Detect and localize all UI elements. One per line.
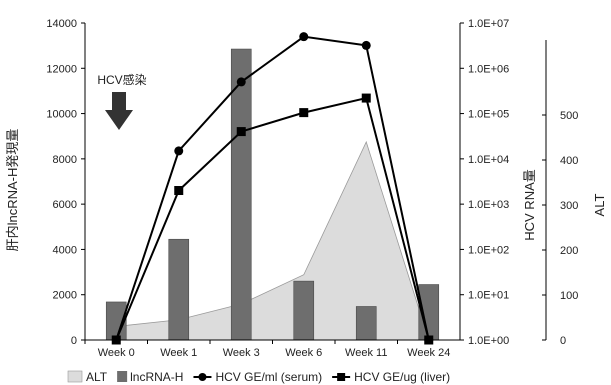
alt-tick-label-1: 100 (560, 290, 578, 302)
axes-layer (81, 22, 547, 344)
line-series-0 (115, 35, 430, 341)
x-tick-label-4: Week 11 (345, 347, 387, 359)
alt-axis-title: ALT (592, 194, 607, 217)
legend-label-line-0: HCV GE/ml (serum) (215, 370, 322, 384)
liver-point-2 (236, 127, 246, 137)
lncrna-bar-1 (168, 238, 190, 341)
left-tick-label-4: 8000 (53, 154, 77, 166)
left-tick-label-6: 12000 (46, 63, 77, 75)
legend-label-lncrna: lncRNA-H (130, 370, 183, 384)
bar-layer (105, 48, 440, 341)
alt-area-layer (115, 140, 430, 341)
legend-label-line-1: HCV GE/ug (liver) (354, 370, 450, 384)
left-tick-label-5: 10000 (46, 109, 77, 121)
rna-tick-label-5: 1.0E+05 (468, 109, 509, 121)
alt-area (115, 140, 430, 341)
rna-tick-label-0: 1.0E+00 (468, 335, 509, 347)
left-tick-label-0: 0 (71, 335, 77, 347)
legend-marker-serum (198, 373, 207, 381)
alt-tick-label-5: 500 (560, 110, 578, 122)
x-tick-label-1: Week 1 (160, 347, 197, 359)
x-tick-label-2: Week 3 (223, 347, 260, 359)
rna-axis-title: HCV RNA量 (522, 169, 537, 241)
rna-tick-label-1: 1.0E+01 (468, 290, 509, 302)
x-tick-label-0: Week 0 (98, 347, 135, 359)
legend-swatch-alt (67, 370, 83, 383)
liver-point-4 (361, 93, 371, 103)
alt-tick-label-2: 200 (560, 245, 578, 257)
liver-point-0 (111, 335, 121, 345)
legend-label-alt: ALT (86, 370, 108, 384)
legend: ALT lncRNA-H HCV GE/ml (serum) HCV GE/ug (l… (67, 370, 450, 384)
hcv-infection-annotation: HCV感染 (97, 72, 147, 130)
liver-point-1 (174, 186, 184, 196)
rna-tick-label-7: 1.0E+07 (468, 18, 509, 30)
line-series-1 (115, 96, 430, 341)
left-axis-title: 肝内lncRNA-H発現量 (5, 129, 20, 252)
left-tick-label-3: 6000 (53, 199, 77, 211)
legend-swatch-lncrna (117, 371, 128, 382)
lncrna-bar-2 (230, 48, 252, 341)
rna-tick-label-4: 1.0E+04 (468, 154, 509, 166)
left-tick-label-7: 14000 (46, 18, 77, 30)
alt-tick-label-3: 300 (560, 200, 578, 212)
rna-tick-label-2: 1.0E+02 (468, 244, 509, 256)
lncrna-bar-4 (355, 306, 377, 341)
liver-point-5 (424, 335, 434, 345)
liver-point-3 (299, 108, 309, 118)
left-tick-label-1: 2000 (53, 290, 77, 302)
tick-label-layer: 020004000600080001000012000140001.0E+001… (46, 18, 578, 359)
rna-tick-label-3: 1.0E+03 (468, 199, 509, 211)
serum-point-3 (299, 32, 309, 42)
legend-marker-liver (337, 373, 346, 381)
left-tick-label-2: 4000 (53, 244, 77, 256)
serum-point-1 (174, 146, 184, 156)
line-layer (111, 32, 434, 345)
alt-tick-label-0: 0 (560, 335, 566, 347)
down-arrow-icon (105, 92, 133, 130)
x-tick-label-3: Week 6 (285, 347, 322, 359)
serum-point-4 (361, 40, 371, 50)
rna-tick-label-6: 1.0E+06 (468, 63, 509, 75)
alt-tick-label-4: 400 (560, 155, 578, 167)
serum-point-2 (236, 77, 246, 87)
annotation-label: HCV感染 (97, 72, 146, 87)
lncrna-bar-3 (293, 280, 315, 341)
x-tick-label-5: Week 24 (407, 347, 450, 359)
